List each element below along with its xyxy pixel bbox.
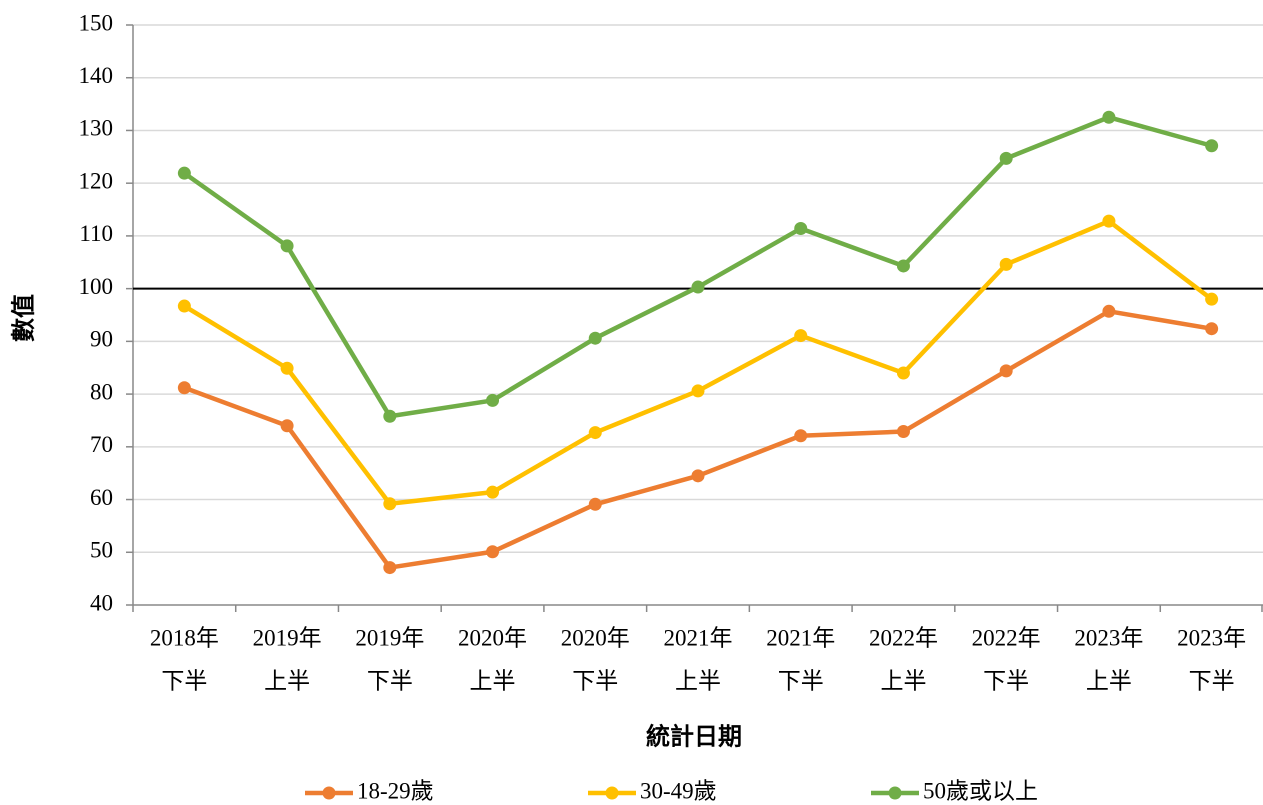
x-tick-label: 上半: [1086, 668, 1132, 693]
data-point: [486, 393, 500, 407]
x-tick-label: 下半: [983, 668, 1029, 693]
y-tick-label: 130: [79, 116, 114, 141]
data-point: [177, 166, 191, 180]
data-point: [691, 280, 705, 294]
x-tick-label: 下半: [367, 668, 413, 693]
data-point: [177, 299, 191, 313]
series-line: [183, 115, 1213, 419]
data-point: [896, 366, 910, 380]
x-tick-label: 2021年: [664, 625, 733, 650]
x-tick-label: 上半: [470, 668, 516, 693]
x-tick-label: 2022年: [972, 625, 1041, 650]
legend-label: 30-49歲: [640, 778, 717, 803]
data-point: [280, 419, 294, 433]
x-tick-label: 上半: [880, 668, 926, 693]
x-tick-label: 下半: [778, 668, 824, 693]
x-axis-title: 統計日期: [646, 722, 742, 750]
y-tick-label: 100: [79, 274, 114, 299]
data-point: [999, 364, 1013, 378]
data-point: [280, 239, 294, 253]
legend-label: 18-29歲: [357, 778, 434, 803]
data-point: [999, 151, 1013, 165]
data-point: [1102, 110, 1116, 124]
data-point: [486, 545, 500, 559]
data-point: [1205, 139, 1219, 153]
data-point: [896, 425, 910, 439]
x-tick-label: 上半: [675, 668, 721, 693]
data-point: [1102, 304, 1116, 318]
data-point: [691, 384, 705, 398]
data-point: [588, 426, 602, 440]
data-point: [691, 469, 705, 483]
y-tick-label: 110: [79, 221, 113, 246]
data-point: [280, 361, 294, 375]
data-point: [383, 409, 397, 423]
data-point: [383, 561, 397, 575]
data-point: [588, 497, 602, 511]
data-point: [486, 485, 500, 499]
data-point: [1205, 322, 1219, 336]
data-point: [1102, 214, 1116, 228]
data-point: [588, 331, 602, 345]
legend-label: 50歲或以上: [923, 778, 1038, 803]
x-tick-label: 2020年: [458, 625, 527, 650]
y-tick-label: 120: [79, 168, 114, 193]
y-tick-label: 80: [90, 379, 113, 404]
y-tick-label: 40: [90, 590, 113, 615]
data-point: [794, 429, 808, 443]
legend-marker: [322, 786, 336, 800]
x-tick-label: 2023年: [1074, 625, 1143, 650]
data-point: [896, 259, 910, 273]
x-tick-label: 2019年: [253, 625, 322, 650]
y-tick-label: 70: [90, 432, 113, 457]
data-point: [999, 257, 1013, 271]
x-tick-label: 下半: [1189, 668, 1235, 693]
y-axis-title: 數值: [9, 294, 37, 342]
y-tick-label: 90: [90, 327, 113, 352]
x-tick-label: 2021年: [766, 625, 835, 650]
data-point: [794, 329, 808, 343]
x-tick-label: 上半: [264, 668, 310, 693]
data-point: [177, 381, 191, 395]
x-tick-label: 2018年: [150, 625, 219, 650]
series-line: [183, 218, 1213, 507]
legend-marker: [605, 786, 619, 800]
data-point: [1205, 292, 1219, 306]
x-tick-label: 2019年: [355, 625, 424, 650]
x-tick-label: 下半: [161, 668, 207, 693]
y-tick-label: 50: [90, 538, 113, 563]
x-tick-label: 下半: [572, 668, 618, 693]
x-tick-label: 2023年: [1177, 625, 1246, 650]
legend-marker: [888, 786, 902, 800]
y-tick-label: 150: [79, 10, 114, 35]
data-point: [794, 222, 808, 236]
data-point: [383, 497, 397, 511]
x-tick-label: 2022年: [869, 625, 938, 650]
y-tick-label: 140: [79, 63, 114, 88]
y-tick-label: 60: [90, 485, 113, 510]
x-tick-label: 2020年: [561, 625, 630, 650]
